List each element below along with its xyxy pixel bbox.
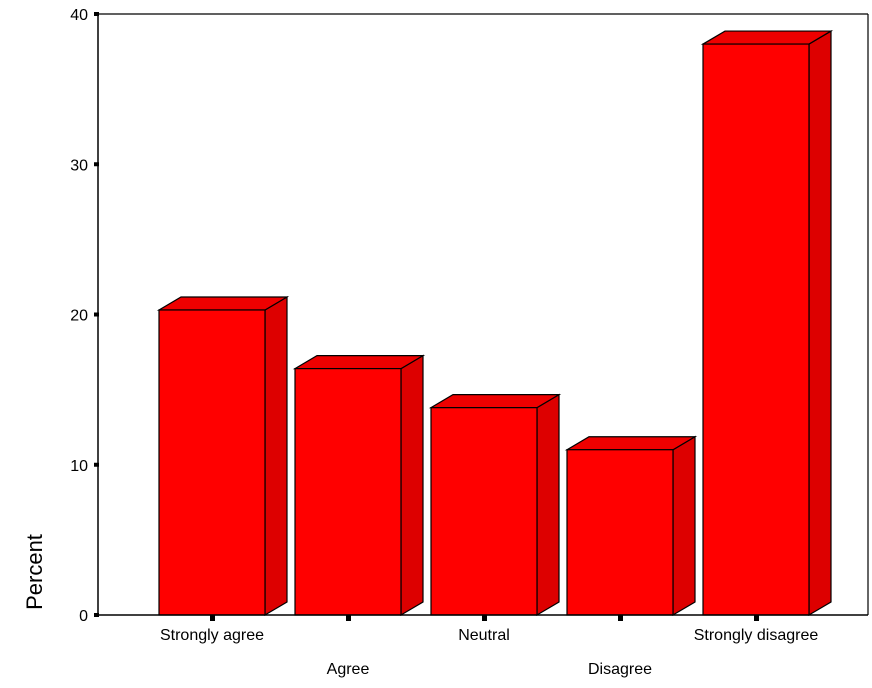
bar xyxy=(564,435,698,617)
y-tick-label: 0 xyxy=(79,608,88,625)
x-tick-label: Neutral xyxy=(458,627,510,644)
bar-side xyxy=(400,354,424,617)
bar-front xyxy=(702,43,810,616)
y-tick-label: 30 xyxy=(70,157,88,174)
bar-top xyxy=(156,296,290,311)
y-tick-label: 40 xyxy=(70,7,88,24)
bar-top xyxy=(700,30,834,45)
x-tick-label: Strongly agree xyxy=(160,627,264,644)
bar-front xyxy=(158,309,266,616)
bar-front xyxy=(294,367,402,616)
bar xyxy=(292,354,426,617)
bar-top xyxy=(428,394,562,409)
bar xyxy=(700,29,834,617)
x-tick-mark xyxy=(482,615,487,621)
x-tick-mark xyxy=(210,615,215,621)
bar-top xyxy=(564,436,698,451)
bar-top xyxy=(292,354,426,370)
x-tick-mark xyxy=(754,615,759,621)
x-tick-mark xyxy=(346,615,351,621)
bar-side xyxy=(264,295,288,617)
bar-side xyxy=(672,435,696,617)
bars-layer xyxy=(156,29,834,617)
y-tick-mark xyxy=(94,462,99,467)
axes-layer: 0 10 20 30 40 Strongly agree Agree Neutral Disag… xyxy=(70,7,868,678)
bar xyxy=(428,393,562,617)
x-tick-label: Agree xyxy=(327,661,370,678)
bar-front xyxy=(430,407,538,616)
y-tick-mark xyxy=(94,162,99,167)
bar-side xyxy=(536,393,560,617)
y-tick-mark xyxy=(94,12,99,16)
y-tick-label: 20 xyxy=(70,308,88,325)
y-tick-mark xyxy=(94,613,99,617)
plot-frame xyxy=(98,13,869,615)
bar xyxy=(156,295,290,617)
bar-front xyxy=(566,449,674,616)
bar-side xyxy=(808,29,832,617)
x-tick-mark xyxy=(618,615,623,621)
x-tick-label: Strongly disagree xyxy=(694,627,819,644)
x-tick-label: Disagree xyxy=(588,661,652,678)
y-tick-label: 10 xyxy=(70,458,88,475)
y-tick-mark xyxy=(94,312,99,317)
y-axis-label: Percent xyxy=(22,534,47,610)
